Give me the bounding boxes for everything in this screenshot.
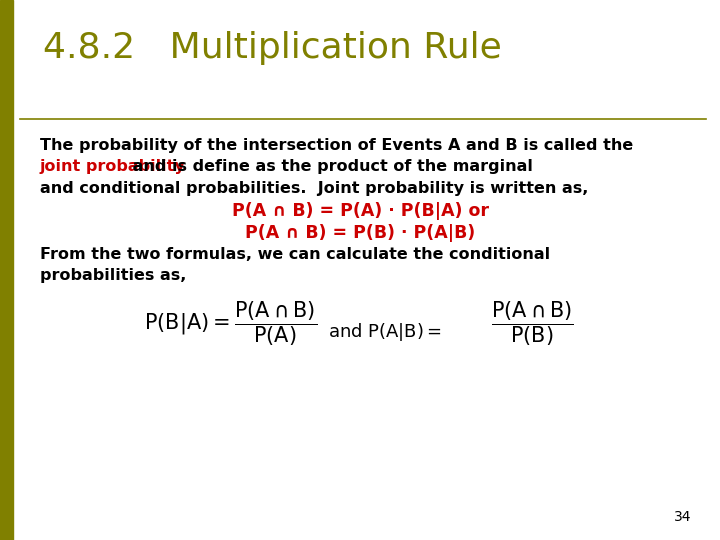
Text: P(A ∩ B) = P(B) · P(A|B): P(A ∩ B) = P(B) · P(A|B) [245, 224, 475, 242]
Text: probabilities as,: probabilities as, [40, 268, 186, 284]
Text: and conditional probabilities.  Joint probability is written as,: and conditional probabilities. Joint pro… [40, 181, 588, 196]
Text: From the two formulas, we can calculate the conditional: From the two formulas, we can calculate … [40, 247, 550, 262]
Text: $\mathsf{and\ P(A|B) =}$: $\mathsf{and\ P(A|B) =}$ [328, 321, 442, 343]
Text: $\mathsf{\dfrac{P(A \cap B)}{P(B)}}$: $\mathsf{\dfrac{P(A \cap B)}{P(B)}}$ [491, 300, 575, 348]
Text: and is define as the product of the marginal: and is define as the product of the marg… [127, 159, 533, 174]
Text: joint probability: joint probability [40, 159, 185, 174]
Text: 34: 34 [674, 510, 691, 524]
Text: $\mathsf{P(B|A) = \dfrac{P(A \cap B)}{P(A)}}$: $\mathsf{P(B|A) = \dfrac{P(A \cap B)}{P(… [144, 300, 317, 348]
Text: 4.8.2   Multiplication Rule: 4.8.2 Multiplication Rule [43, 31, 502, 65]
Text: The probability of the intersection of Events A and B is called the: The probability of the intersection of E… [40, 138, 633, 153]
Text: P(A ∩ B) = P(A) · P(B|A) or: P(A ∩ B) = P(A) · P(B|A) or [232, 202, 488, 220]
